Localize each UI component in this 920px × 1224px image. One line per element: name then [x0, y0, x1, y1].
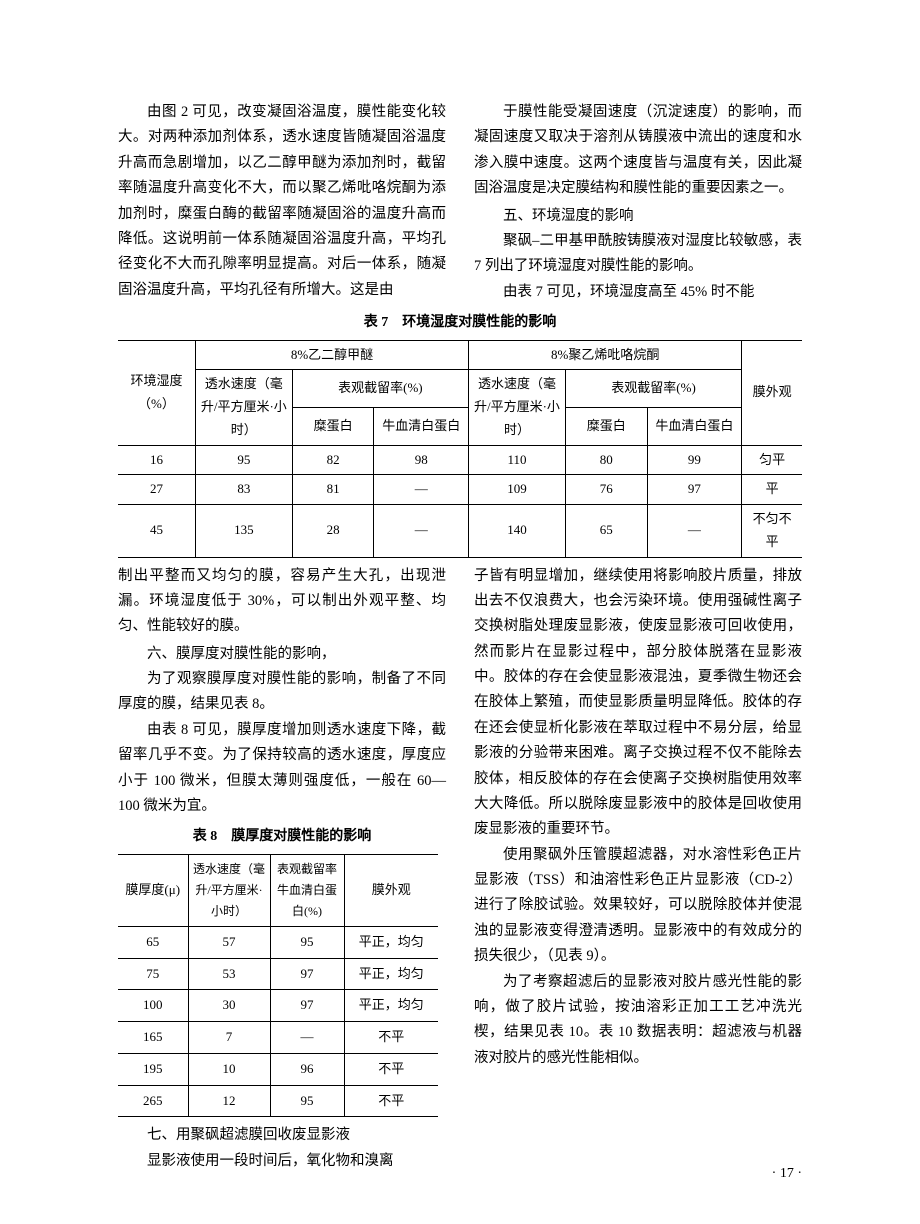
para: 于膜性能受凝固速度（沉淀速度）的影响，而凝固速度又取决于溶剂从铸膜液中流出的速度…	[474, 100, 802, 202]
cell: 不平	[344, 1053, 438, 1085]
cell: —	[374, 505, 469, 558]
cell: 100	[118, 990, 188, 1022]
t8-h1: 膜厚度(μ)	[118, 854, 188, 926]
top-left-col: 由图 2 可见，改变凝固浴温度，膜性能变化较大。对两种添加剂体系，透水速度皆随凝…	[118, 100, 446, 305]
cell: 57	[188, 926, 270, 958]
cell: 95	[270, 926, 344, 958]
cell: 平	[742, 475, 802, 505]
cell: 16	[118, 445, 195, 475]
t8-h3: 表观截留率牛血清白蛋白(%)	[270, 854, 344, 926]
cell: 135	[195, 505, 292, 558]
table7-h-rej2: 表观截留率(%)	[565, 370, 741, 408]
cell: —	[270, 1022, 344, 1054]
cell: 不平	[344, 1085, 438, 1117]
section-heading-7: 七、用聚砜超滤膜回收废显影液	[118, 1123, 446, 1148]
cell: 不平	[344, 1022, 438, 1054]
cell: 76	[565, 475, 647, 505]
cell: 82	[292, 445, 374, 475]
cell: 53	[188, 958, 270, 990]
cell: —	[374, 475, 469, 505]
cell: 195	[118, 1053, 188, 1085]
cell: 80	[565, 445, 647, 475]
para: 聚砜–二甲基甲酰胺铸膜液对湿度比较敏感，表 7 列出了环境湿度对膜性能的影响。	[474, 229, 802, 280]
table7-h-flux1: 透水速度（毫升/平方厘米·小时）	[195, 370, 292, 445]
para: 为了观察膜厚度对膜性能的影响，制备了不同厚度的膜，结果见表 8。	[118, 667, 446, 718]
table7-h-r12: 牛血清白蛋白	[374, 407, 469, 445]
cell: 265	[118, 1085, 188, 1117]
t8-h4: 膜外观	[344, 854, 438, 926]
page-number: · 17 ·	[772, 1162, 802, 1187]
para: 由图 2 可见，改变凝固浴温度，膜性能变化较大。对两种添加剂体系，透水速度皆随凝…	[118, 100, 446, 303]
cell: 97	[647, 475, 742, 505]
cell: 65	[565, 505, 647, 558]
cell: 45	[118, 505, 195, 558]
table7-h-r21: 糜蛋白	[565, 407, 647, 445]
para: 使用聚砜外压管膜超滤器，对水溶性彩色正片显影液（TSS）和油溶性彩色正片显影液（…	[474, 843, 802, 970]
cell: 95	[195, 445, 292, 475]
table7-caption: 表 7 环境湿度对膜性能的影响	[118, 311, 802, 336]
cell: 不匀不平	[742, 505, 802, 558]
cell: 99	[647, 445, 742, 475]
table7-h-flux2: 透水速度（毫升/平方厘米·小时）	[469, 370, 566, 445]
table7-h-r22: 牛血清白蛋白	[647, 407, 742, 445]
cell: 98	[374, 445, 469, 475]
cell: 97	[270, 958, 344, 990]
cell: 10	[188, 1053, 270, 1085]
cell: 65	[118, 926, 188, 958]
table7-wrap: 环境湿度（%） 8%乙二醇甲醚 8%聚乙烯吡咯烷酮 膜外观 透水速度（毫升/平方…	[118, 340, 802, 558]
cell: 平正，均匀	[344, 990, 438, 1022]
cell: 平正，均匀	[344, 926, 438, 958]
cell: 81	[292, 475, 374, 505]
table8-caption: 表 8 膜厚度对膜性能的影响	[118, 825, 446, 850]
table7: 环境湿度（%） 8%乙二醇甲醚 8%聚乙烯吡咯烷酮 膜外观 透水速度（毫升/平方…	[118, 340, 802, 558]
para: 显影液使用一段时间后，氧化物和溴离	[118, 1149, 446, 1174]
cell: 12	[188, 1085, 270, 1117]
table7-h-r11: 糜蛋白	[292, 407, 374, 445]
table7-group2: 8%聚乙烯吡咯烷酮	[469, 340, 742, 370]
cell: 27	[118, 475, 195, 505]
lower-left-col: 制出平整而又均匀的膜，容易产生大孔，出现泄漏。环境湿度低于 30%，可以制出外观…	[118, 564, 446, 1175]
lower-right-col: 子皆有明显增加，继续使用将影响胶片质量，排放出去不仅浪费大，也会污染环境。使用强…	[474, 564, 802, 1175]
lower-columns: 制出平整而又均匀的膜，容易产生大孔，出现泄漏。环境湿度低于 30%，可以制出外观…	[118, 564, 802, 1175]
cell: 165	[118, 1022, 188, 1054]
cell: 83	[195, 475, 292, 505]
table7-h-humidity: 环境湿度（%）	[118, 340, 195, 445]
cell: 140	[469, 505, 566, 558]
cell: 110	[469, 445, 566, 475]
para: 为了考察超滤后的显影液对胶片感光性能的影响，做了胶片试验，按油溶彩正加工工艺冲洗…	[474, 970, 802, 1072]
cell: 75	[118, 958, 188, 990]
section-heading-6: 六、膜厚度对膜性能的影响，	[118, 642, 446, 667]
cell: 109	[469, 475, 566, 505]
cell: 7	[188, 1022, 270, 1054]
section-heading-5: 五、环境湿度的影响	[474, 204, 802, 229]
cell: 28	[292, 505, 374, 558]
para: 由表 8 可见，膜厚度增加则透水速度下降，截留率几乎不变。为了保持较高的透水速度…	[118, 718, 446, 820]
cell: 30	[188, 990, 270, 1022]
table8: 膜厚度(μ) 透水速度（毫升/平方厘米·小时） 表观截留率牛血清白蛋白(%) 膜…	[118, 854, 438, 1118]
cell: —	[647, 505, 742, 558]
top-columns: 由图 2 可见，改变凝固浴温度，膜性能变化较大。对两种添加剂体系，透水速度皆随凝…	[118, 100, 802, 305]
cell: 匀平	[742, 445, 802, 475]
para: 由表 7 可见，环境湿度高至 45% 时不能	[474, 280, 802, 305]
cell: 95	[270, 1085, 344, 1117]
para: 子皆有明显增加，继续使用将影响胶片质量，排放出去不仅浪费大，也会污染环境。使用强…	[474, 564, 802, 843]
table7-h-rej1: 表观截留率(%)	[292, 370, 468, 408]
cell: 96	[270, 1053, 344, 1085]
para: 制出平整而又均匀的膜，容易产生大孔，出现泄漏。环境湿度低于 30%，可以制出外观…	[118, 564, 446, 640]
table7-group1: 8%乙二醇甲醚	[195, 340, 468, 370]
cell: 97	[270, 990, 344, 1022]
table7-h-appearance: 膜外观	[742, 340, 802, 445]
top-right-col: 于膜性能受凝固速度（沉淀速度）的影响，而凝固速度又取决于溶剂从铸膜液中流出的速度…	[474, 100, 802, 305]
t8-h2: 透水速度（毫升/平方厘米·小时）	[188, 854, 270, 926]
cell: 平正，均匀	[344, 958, 438, 990]
